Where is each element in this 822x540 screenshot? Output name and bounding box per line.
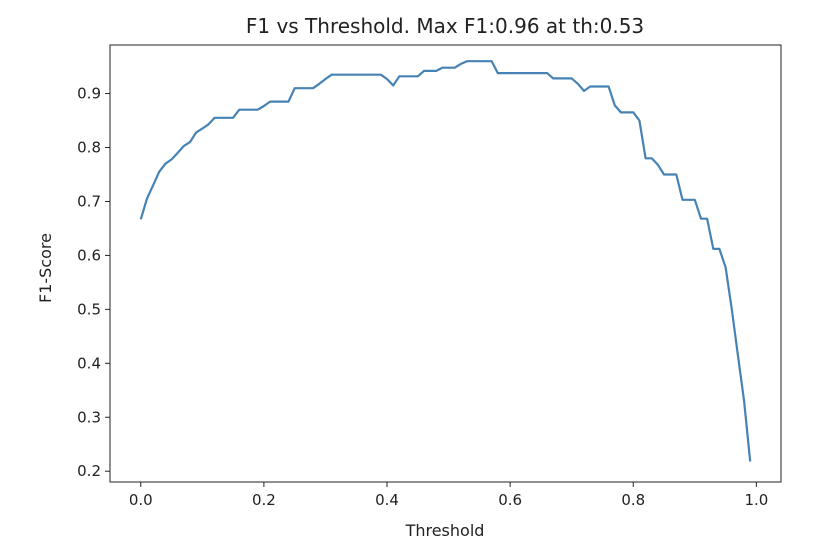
- x-tick-label: 0.8: [621, 491, 645, 509]
- y-tick-label: 0.5: [77, 300, 101, 318]
- y-tick-label: 0.3: [77, 408, 101, 426]
- y-tick-label: 0.8: [77, 139, 101, 157]
- x-axis-label: Threshold: [405, 521, 485, 540]
- x-tick-label: 0.4: [375, 491, 399, 509]
- y-tick-label: 0.7: [77, 192, 101, 210]
- x-tick-label: 0.0: [129, 491, 153, 509]
- chart-title: F1 vs Threshold. Max F1:0.96 at th:0.53: [246, 14, 644, 38]
- plot-frame: [109, 44, 782, 483]
- x-tick-label: 0.6: [498, 491, 522, 509]
- y-tick-label: 0.2: [77, 462, 101, 480]
- x-tick-label: 0.2: [252, 491, 276, 509]
- y-tick-label: 0.4: [77, 354, 101, 372]
- y-tick-label: 0.9: [77, 85, 101, 103]
- y-axis-label: F1-Score: [36, 233, 55, 303]
- x-tick-label: 1.0: [744, 491, 768, 509]
- f1-score-line: [139, 60, 752, 462]
- axis-ticks: 0.0 0.2 0.4 0.6 0.8 1.0 0.2 0.3 0.4 0.5 0.6 0.7 0.8 0…: [77, 85, 768, 509]
- y-tick-label: 0.6: [77, 246, 101, 264]
